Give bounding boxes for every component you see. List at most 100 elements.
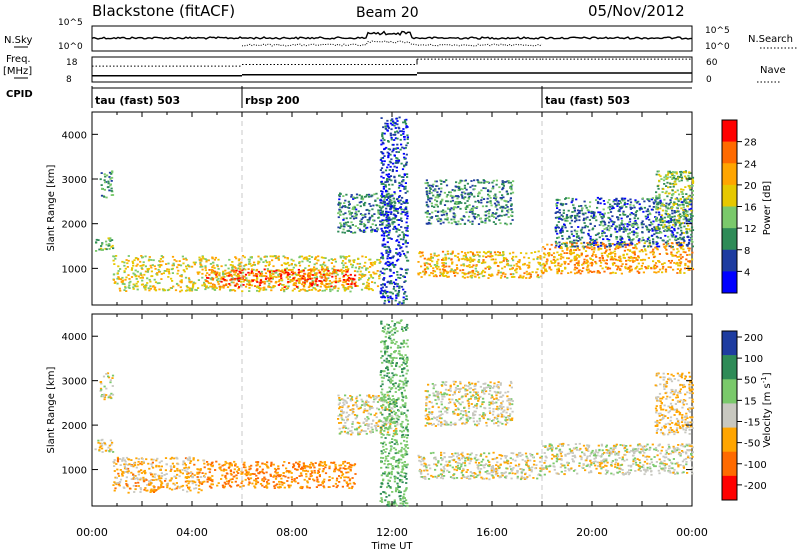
power-echo-cell bbox=[570, 214, 574, 217]
power-echo-cell bbox=[509, 197, 512, 200]
power-echo-cell bbox=[310, 283, 313, 285]
velocity-echo-cell bbox=[166, 486, 169, 489]
power-echo-cell bbox=[326, 274, 329, 276]
power-echo-cell bbox=[389, 203, 392, 206]
power-echo-cell bbox=[381, 137, 385, 140]
power-echo-cell bbox=[455, 264, 458, 267]
power-echo-cell bbox=[488, 219, 491, 222]
power-echo-cell bbox=[528, 266, 531, 268]
power-echo-cell bbox=[464, 208, 468, 210]
power-echo-cell bbox=[504, 257, 507, 260]
power-echo-cell bbox=[346, 230, 349, 232]
power-echo-cell bbox=[667, 207, 670, 210]
power-echo-cell bbox=[620, 222, 623, 225]
power-echo-cell bbox=[380, 207, 383, 210]
power-echo-cell bbox=[477, 181, 480, 184]
power-echo-cell bbox=[593, 247, 596, 249]
power-echo-cell bbox=[589, 262, 592, 265]
power-echo-cell bbox=[248, 263, 251, 265]
power-echo-cell bbox=[682, 188, 685, 191]
power-echo-cell bbox=[196, 271, 199, 274]
velocity-echo-cell bbox=[100, 388, 103, 391]
power-echo-cell bbox=[561, 204, 564, 207]
power-echo-cell bbox=[109, 240, 112, 242]
power-echo-cell bbox=[648, 239, 651, 242]
power-echo-cell bbox=[432, 189, 435, 192]
power-echo-cell bbox=[176, 272, 179, 275]
power-echo-cell bbox=[665, 248, 668, 251]
power-echo-cell bbox=[654, 228, 657, 231]
power-echo-cell bbox=[552, 258, 555, 261]
power-echo-cell bbox=[555, 204, 558, 207]
power-echo-cell bbox=[653, 233, 656, 236]
power-echo-cell bbox=[527, 257, 530, 259]
power-echo-cell bbox=[394, 209, 397, 212]
power-echo-cell bbox=[291, 280, 294, 282]
power-echo-cell bbox=[401, 211, 404, 213]
power-echo-cell bbox=[589, 243, 592, 246]
power-echo-cell bbox=[406, 126, 409, 128]
power-echo-cell bbox=[120, 280, 123, 283]
power-echo-region-2 bbox=[112, 255, 382, 293]
power-echo-cell bbox=[576, 212, 579, 215]
power-echo-cell bbox=[574, 272, 577, 275]
power-echo-cell bbox=[394, 299, 397, 302]
power-echo-cell bbox=[388, 194, 391, 197]
power-echo-cell bbox=[481, 275, 485, 278]
power-echo-cell bbox=[373, 229, 376, 231]
power-echo-cell bbox=[631, 231, 634, 233]
power-echo-cell bbox=[652, 248, 655, 251]
power-echo-cell bbox=[591, 255, 594, 257]
power-echo-cell bbox=[390, 138, 393, 141]
power-echo-cell bbox=[160, 255, 163, 257]
power-echo-cell bbox=[144, 265, 147, 268]
power-echo-cell bbox=[686, 210, 689, 213]
power-echo-cell bbox=[478, 191, 481, 194]
power-echo-cell bbox=[562, 242, 565, 244]
power-echo-cell bbox=[362, 203, 365, 205]
power-echo-cell bbox=[466, 276, 469, 279]
power-echo-cell bbox=[601, 220, 604, 223]
power-echo-cell bbox=[242, 284, 245, 286]
power-echo-cell bbox=[429, 259, 432, 261]
power-echo-cell bbox=[486, 197, 489, 200]
power-echo-cell bbox=[654, 199, 657, 201]
power-echo-cell bbox=[592, 238, 595, 241]
power-echo-cell bbox=[586, 242, 589, 244]
power-echo-cell bbox=[485, 256, 488, 258]
power-echo-cell bbox=[600, 247, 603, 250]
power-echo-cell bbox=[383, 155, 386, 157]
power-echo-cell bbox=[313, 263, 316, 266]
velocity-echo-region-1 bbox=[99, 372, 115, 401]
power-echo-cell bbox=[394, 289, 397, 292]
power-echo-cell bbox=[427, 221, 430, 224]
power-echo-cell bbox=[594, 254, 597, 256]
power-echo-cell bbox=[689, 213, 692, 215]
power-echo-cell bbox=[381, 133, 384, 136]
power-echo-cell bbox=[571, 245, 574, 248]
power-echo-cell bbox=[209, 277, 212, 280]
nsearch-tick-top: 10^5 bbox=[705, 26, 730, 36]
power-echo-cell bbox=[486, 201, 489, 204]
velocity-echo-cell bbox=[153, 488, 156, 491]
power-echo-cell bbox=[305, 256, 308, 259]
power-echo-cell bbox=[349, 225, 352, 228]
power-echo-cell bbox=[279, 270, 282, 273]
power-echo-cell bbox=[689, 184, 692, 187]
power-echo-cell bbox=[495, 183, 498, 186]
power-echo-cell bbox=[443, 204, 447, 206]
power-echo-cell bbox=[344, 212, 347, 215]
power-echo-cell bbox=[366, 219, 369, 221]
power-echo-cell bbox=[665, 221, 668, 223]
power-echo-cell bbox=[404, 182, 407, 184]
power-echo-cell bbox=[491, 181, 494, 184]
power-echo-cell bbox=[191, 265, 194, 268]
power-echo-cell bbox=[648, 244, 651, 247]
power-echo-cell bbox=[663, 183, 666, 185]
power-echo-cell bbox=[686, 202, 689, 205]
power-echo-cell bbox=[656, 248, 659, 251]
velocity-echo-cell bbox=[135, 485, 138, 487]
power-echo-cell bbox=[349, 285, 353, 288]
power-echo-cell bbox=[425, 187, 428, 189]
velocity-echo-cell bbox=[160, 460, 163, 463]
